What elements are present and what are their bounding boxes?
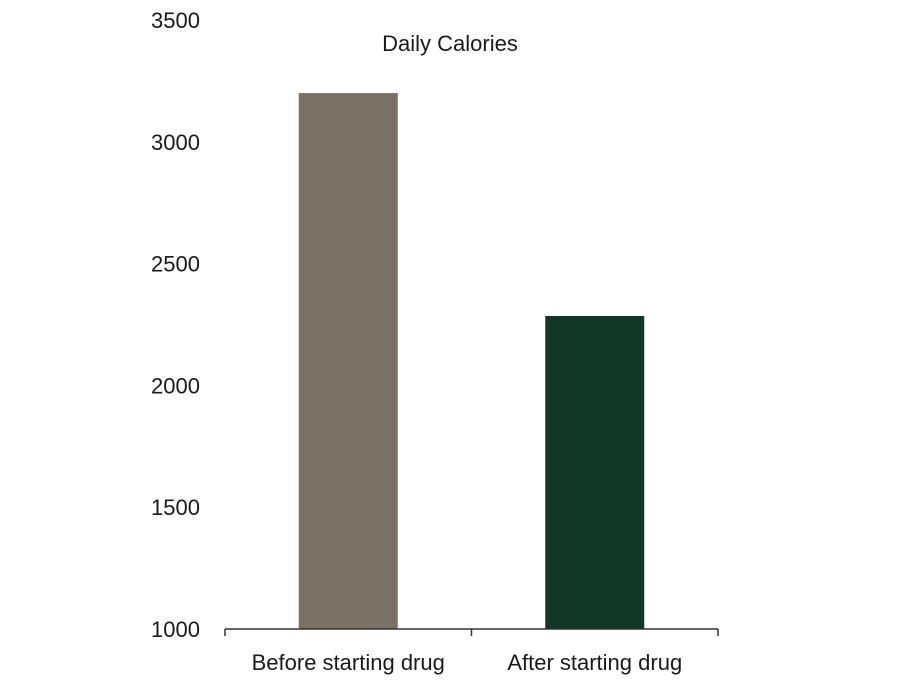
x-axis: [224, 628, 719, 636]
y-tick-label: 2500: [151, 252, 200, 277]
y-tick-label: 2000: [151, 373, 200, 398]
bar-2: [545, 315, 645, 629]
y-tick-label: 3500: [151, 8, 200, 33]
y-tick-label: 3000: [151, 130, 200, 155]
y-tick-label: 1000: [151, 617, 200, 642]
x-category-label: After starting drug: [507, 650, 682, 675]
y-tick-label: 1500: [151, 495, 200, 520]
bars: [298, 93, 645, 629]
chart-title: Daily Calories: [382, 31, 518, 56]
x-axis-category-labels: Before starting drug After starting drug: [252, 650, 683, 675]
y-axis-tick-labels: 1000 1500 2000 2500 3000 3500: [151, 8, 200, 642]
x-category-label: Before starting drug: [252, 650, 445, 675]
bar-1: [298, 93, 398, 629]
